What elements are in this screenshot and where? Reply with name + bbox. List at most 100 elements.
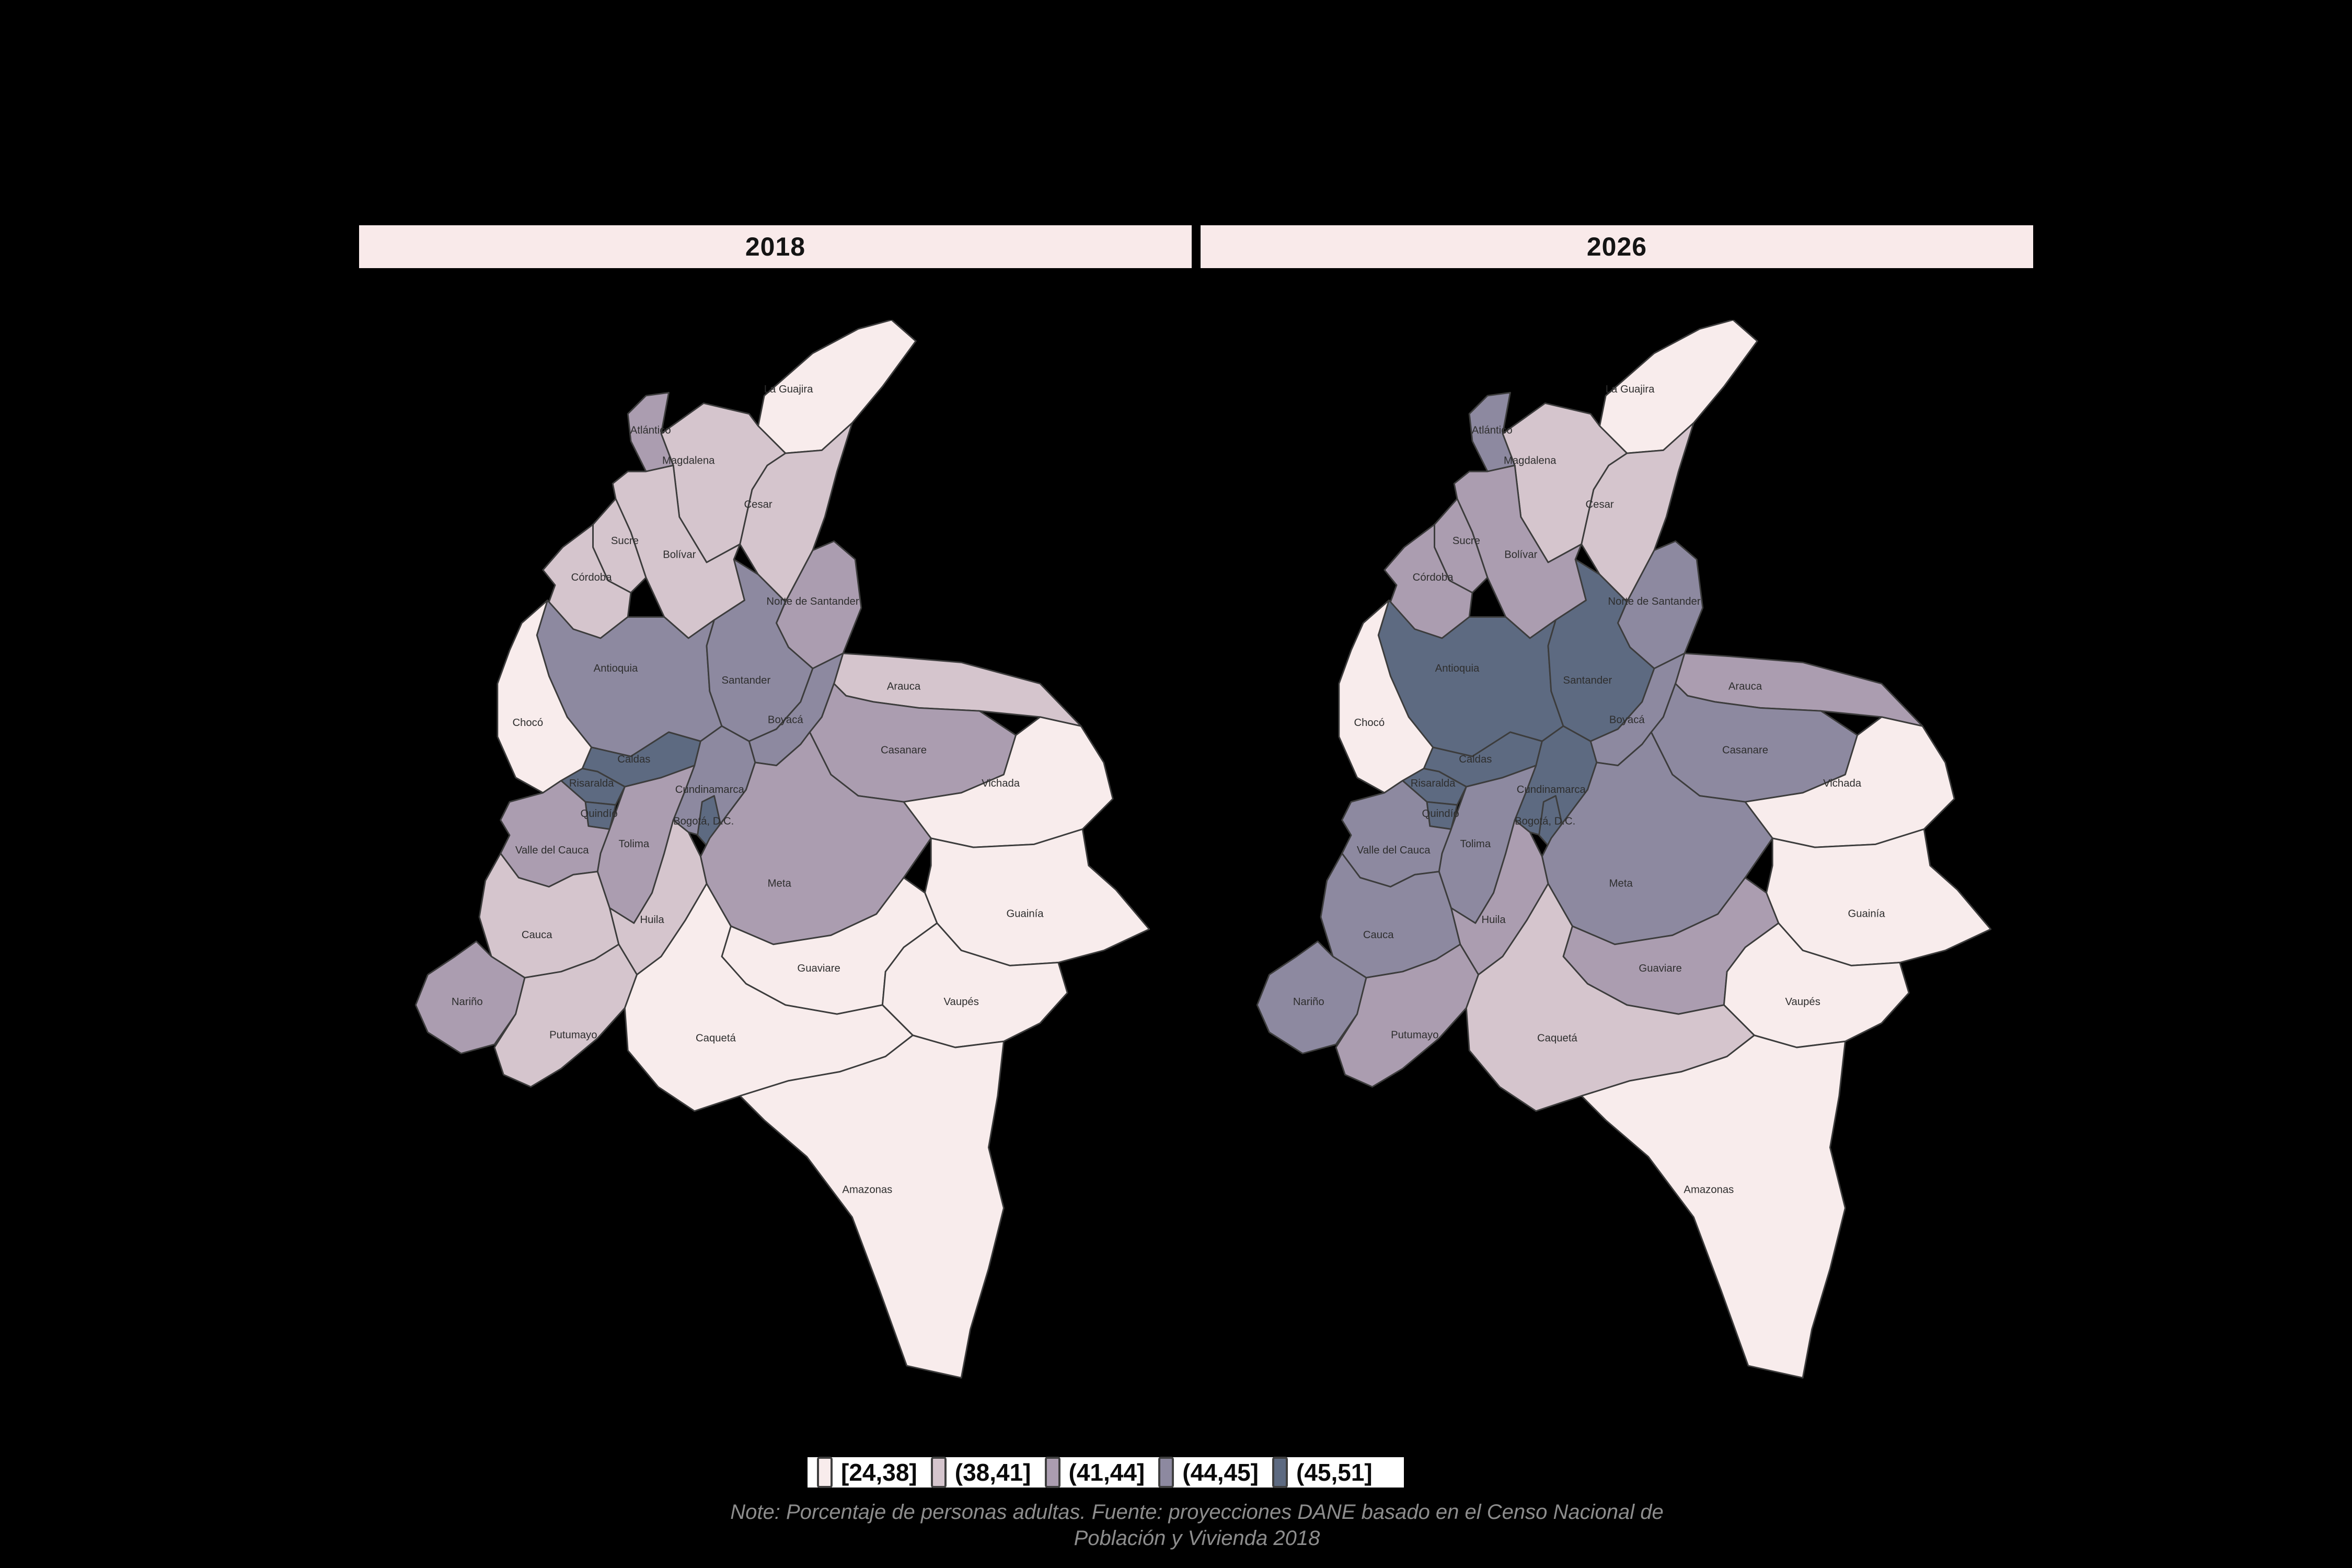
legend-label: (44,45] [1182,1459,1259,1486]
legend-label: [24,38] [841,1459,917,1486]
antioquia-label-2018: Antioquia [594,663,638,674]
choco-label-2026: Chocó [1354,717,1385,729]
caption-note-line1: Note: Porcentaje de personas adultas. Fu… [730,1501,1664,1524]
cundinamarca-label-2018: Cundinamarca [675,784,745,795]
caldas-label-2026: Caldas [1459,754,1492,765]
tolima-label-2018: Tolima [618,838,649,850]
caldas-label-2018: Caldas [617,754,650,765]
legend-swatch-icon [1044,1457,1060,1488]
risaralda-label-2026: Risaralda [1411,778,1456,789]
putumayo-region-2026 [1335,943,1480,1088]
choco-label-2018: Chocó [512,717,543,729]
cordoba-region-2018 [542,524,632,639]
legend-label: (41,44] [1068,1459,1145,1486]
amazonas-region-2018 [739,1034,1005,1379]
cundinamarca-label-2026: Cundinamarca [1517,784,1586,795]
quindio-label-2026: Quindío [1422,808,1459,820]
narino-label-2026: Nariño [1293,996,1324,1008]
vaupes-label-2018: Vaupés [944,996,979,1008]
choropleth-map-2018: La Guajira Atlántico Magdalena Cesar Sucre Bo… [403,320,1161,1381]
atlantico-label-2018: Atlántico [630,425,671,436]
facet-header-2018: 2018 [359,225,1192,268]
meta-label-2026: Meta [1609,878,1633,890]
caqueta-label-2018: Caquetá [696,1032,736,1044]
legend-swatch-icon [817,1457,833,1488]
cauca-label-2026: Cauca [1363,929,1394,941]
meta-label-2018: Meta [768,878,792,890]
nortesantander-label-2026: Norte de Santander [1608,596,1700,607]
laguajira-label-2026: La Guajira [1606,384,1655,395]
valledelcauca-label-2026: Valle del Cauca [1357,845,1431,856]
magdalena-label-2026: Magdalena [1504,455,1557,467]
legend-item-1: (38,41] [930,1457,1031,1488]
santander-label-2026: Santander [1563,675,1612,686]
tolima-label-2026: Tolima [1460,838,1491,850]
sucre-label-2026: Sucre [1452,535,1480,547]
caqueta-region-2018 [624,883,914,1112]
narino-label-2018: Nariño [452,996,483,1008]
caqueta-label-2026: Caquetá [1537,1032,1577,1044]
huila-label-2026: Huila [1481,914,1506,926]
cordoba-label-2026: Córdoba [1413,572,1454,583]
facet-header-2026: 2026 [1201,225,2033,268]
caption-note: Note: Porcentaje de personas adultas. Fu… [413,1499,1981,1551]
atlantico-label-2026: Atlántico [1472,425,1513,436]
legend-swatch-icon [1272,1457,1288,1488]
nortesantander-label-2018: Norte de Santander [766,596,859,607]
caqueta-region-2026 [1465,883,1755,1112]
facet-title: 2018 [745,232,806,261]
vichada-label-2018: Vichada [982,778,1020,789]
valledelcauca-label-2018: Valle del Cauca [515,845,589,856]
laguajira-label-2018: La Guajira [764,384,813,395]
bolivar-label-2018: Bolívar [663,549,696,560]
bogota-label-2026: Bogotá, D.C. [1515,816,1575,827]
antioquia-label-2026: Antioquia [1435,663,1480,674]
putumayo-label-2018: Putumayo [549,1030,597,1041]
vichada-label-2026: Vichada [1823,778,1862,789]
legend-item-3: (44,45] [1158,1457,1259,1488]
arauca-label-2026: Arauca [1728,681,1762,693]
legend-label: (45,51] [1296,1459,1373,1486]
guainia-label-2018: Guainía [1006,908,1044,920]
cesar-label-2018: Cesar [744,499,773,511]
guaviare-label-2018: Guaviare [797,963,840,974]
guainia-region-2018 [924,828,1150,966]
boyaca-label-2018: Boyacá [768,714,803,725]
quindio-label-2018: Quindío [581,808,618,820]
cordoba-region-2026 [1383,524,1473,639]
guainia-label-2026: Guainía [1848,908,1885,920]
putumayo-region-2018 [493,943,638,1088]
facet-title: 2026 [1586,232,1647,261]
boyaca-label-2026: Boyacá [1609,714,1645,725]
casanare-label-2026: Casanare [1722,744,1768,756]
legend-item-2: (41,44] [1044,1457,1145,1488]
bogota-label-2018: Bogotá, D.C. [673,816,734,827]
guainia-region-2026 [1766,828,1992,966]
magdalena-label-2018: Magdalena [662,455,715,467]
cesar-region-2018 [739,422,853,603]
legend-swatch-icon [930,1457,947,1488]
arauca-label-2018: Arauca [887,681,921,693]
legend-label: (38,41] [954,1459,1031,1486]
choropleth-map-2026: La Guajira Atlántico Magdalena Cesar Sucre Bo… [1245,320,2003,1381]
casanare-label-2018: Casanare [881,744,927,756]
cesar-region-2026 [1581,422,1694,603]
amazonas-region-2026 [1581,1034,1846,1379]
legend: [24,38] (38,41] (41,44] (44,45] (45,51] [808,1457,1404,1488]
cordoba-label-2018: Córdoba [571,572,613,583]
amazonas-label-2018: Amazonas [842,1184,892,1195]
legend-item-0: [24,38] [817,1457,917,1488]
amazonas-label-2026: Amazonas [1684,1184,1734,1195]
cauca-label-2018: Cauca [522,929,552,941]
sucre-label-2018: Sucre [611,535,639,547]
legend-swatch-icon [1158,1457,1174,1488]
legend-item-4: (45,51] [1272,1457,1373,1488]
risaralda-label-2018: Risaralda [569,778,614,789]
cesar-label-2026: Cesar [1586,499,1614,511]
santander-label-2018: Santander [722,675,771,686]
bolivar-label-2026: Bolívar [1504,549,1537,560]
caption-note-line2: Población y Vivienda 2018 [1074,1527,1320,1550]
putumayo-label-2026: Putumayo [1391,1030,1438,1041]
huila-label-2018: Huila [640,914,664,926]
guaviare-label-2026: Guaviare [1639,963,1681,974]
